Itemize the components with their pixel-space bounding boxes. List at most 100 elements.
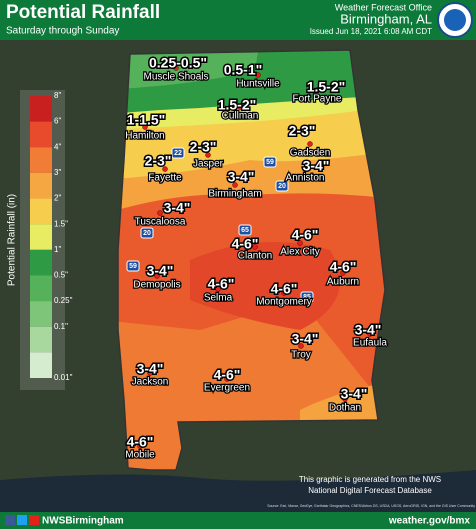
interstate-number: 59 <box>129 263 137 270</box>
city-label: Eufaula <box>353 338 387 349</box>
legend-swatch <box>30 121 52 148</box>
city-dot <box>215 286 221 292</box>
rainfall-label: 0.25-0.5" <box>149 55 207 71</box>
city-dot <box>224 376 230 382</box>
city-dot <box>281 290 287 296</box>
office: Birmingham, AL <box>340 11 432 26</box>
office-label: Weather Forecast Office <box>335 2 432 12</box>
legend-swatch <box>30 275 52 302</box>
rainfall-label: 3-4" <box>228 169 255 185</box>
rainfall-label: 3-4" <box>137 361 164 377</box>
twitter-icon <box>17 515 27 525</box>
interstate-number: 20 <box>278 183 286 190</box>
issued: Issued Jun 18, 2021 6:08 AM CDT <box>310 27 432 36</box>
legend-swatch <box>30 326 52 353</box>
nws-logo-inner <box>444 9 466 31</box>
city-label: Montgomery <box>256 297 312 308</box>
title: Potential Rainfall <box>6 2 160 23</box>
legend-swatch <box>30 352 52 378</box>
subtitle: Saturday through Sunday <box>6 26 119 37</box>
interstate-shield <box>300 291 314 303</box>
city-label: Evergreen <box>204 383 250 394</box>
city-dot <box>162 166 168 172</box>
city-label: Tuscaloosa <box>135 217 186 228</box>
footer-band <box>0 512 476 529</box>
note-line2: National Digital Forecast Database <box>308 486 432 495</box>
city-label: Fort Payne <box>293 94 342 105</box>
interstate-number: 22 <box>174 150 182 157</box>
rainfall-label: 1.5-2" <box>218 97 257 113</box>
rainfall-label: 3-4" <box>147 263 174 279</box>
source: Source: Esri, Maxar, GeoEye, Earthstar G… <box>267 504 475 508</box>
city-dot <box>232 182 238 188</box>
legend-swatch <box>30 96 52 122</box>
city-dot <box>367 331 373 337</box>
rainfall-label: 4-6" <box>127 434 154 450</box>
interstate-shield <box>126 260 140 272</box>
interstate-number: 65 <box>241 227 249 234</box>
city-label: Clanton <box>238 251 272 262</box>
legend-swatch <box>30 301 52 327</box>
city-dot <box>297 240 303 246</box>
legend-swatch <box>30 224 52 250</box>
city-dot <box>154 273 160 279</box>
rainfall-shading <box>118 50 385 470</box>
rainfall-label: 3-4" <box>164 200 191 216</box>
city-label: Huntsville <box>236 79 280 90</box>
city-dot <box>173 65 179 71</box>
city-label: Hamilton <box>125 131 164 142</box>
legend-label: 0.5" <box>54 271 68 280</box>
legend-label: 6" <box>54 117 61 126</box>
city-label: Jasper <box>193 159 224 170</box>
city-dot <box>252 244 258 250</box>
interstate-shield <box>238 224 252 236</box>
city-dot <box>302 166 308 172</box>
rainfall-label: 1-1.5" <box>127 112 166 128</box>
legend-label: 0.1" <box>54 322 68 331</box>
city-label: Mobile <box>125 450 155 461</box>
city-dot <box>314 87 320 93</box>
interstate-number: 59 <box>266 159 274 166</box>
legend-swatch <box>30 249 52 276</box>
rainfall-label: 3-4" <box>355 322 382 338</box>
city-dot <box>142 124 148 130</box>
city-dot <box>298 343 304 349</box>
legend-swatch <box>30 172 52 199</box>
legend-title: Potential Rainfall (in) <box>7 194 18 286</box>
note-line1: This graphic is generated from the NWS <box>299 475 441 484</box>
interstate-shield <box>263 156 277 168</box>
interstate-shield <box>275 180 289 192</box>
rainfall-label: 4-6" <box>292 227 319 243</box>
city-dot <box>205 152 211 158</box>
rainfall-label: 1.5-2" <box>307 79 346 95</box>
city-dot <box>147 370 153 376</box>
website: weather.gov/bmx <box>388 516 471 527</box>
legend-swatch <box>30 147 52 173</box>
city-dot <box>237 104 243 110</box>
youtube-icon <box>29 515 39 525</box>
interstate-number: 20 <box>143 230 151 237</box>
legend-label: 2" <box>54 194 61 203</box>
rainfall-label: 4-6" <box>214 367 241 383</box>
city-dot <box>255 72 261 78</box>
city-label: Auburn <box>327 277 359 288</box>
legend-swatch <box>30 198 52 225</box>
city-label: Troy <box>291 350 311 361</box>
legend-label: 3" <box>54 168 61 177</box>
city-label: Cullman <box>222 111 259 122</box>
city-label: Fayette <box>148 173 182 184</box>
legend-label: 1" <box>54 245 61 254</box>
rainfall-label: 3-4" <box>341 386 368 402</box>
state-outline <box>117 49 386 471</box>
rainfall-label: 3-4" <box>303 158 330 174</box>
rainfall-label: 0.5-1" <box>224 62 263 78</box>
rainfall-label: 4-6" <box>330 259 357 275</box>
city-label: Gadsden <box>290 148 331 159</box>
city-label: Jackson <box>132 377 169 388</box>
interstate-number: 85 <box>303 294 311 301</box>
city-dot <box>342 396 348 402</box>
rainfall-label: 4-6" <box>232 236 259 252</box>
legend-label: 8" <box>54 91 61 100</box>
city-label: Dothan <box>329 403 361 414</box>
